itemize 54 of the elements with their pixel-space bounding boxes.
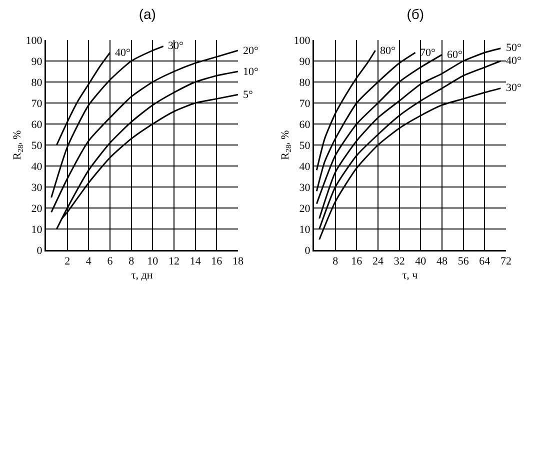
y-tick-label: 0 xyxy=(304,244,311,257)
x-tick-label: 56 xyxy=(458,256,470,268)
x-tick-label: 12 xyxy=(168,256,180,268)
y-tick-label: 40 xyxy=(299,160,311,173)
y-tick-label: 0 xyxy=(36,244,43,257)
series-label: 30° xyxy=(506,82,522,94)
x-tick-label: 18 xyxy=(232,256,244,268)
y-tick-label: 70 xyxy=(31,98,43,110)
chart-title: (б) xyxy=(406,6,424,22)
x-tick-label: 16 xyxy=(211,256,223,268)
x-tick-label: 40 xyxy=(415,256,427,268)
series-label: 80° xyxy=(380,45,396,57)
y-tick-label: 100 xyxy=(294,34,311,47)
series-label: 20° xyxy=(243,45,258,57)
series-label: 40° xyxy=(115,47,130,59)
y-tick-label: 90 xyxy=(299,56,311,68)
y-tick-label: 20 xyxy=(31,202,43,215)
x-tick-label: 8 xyxy=(332,256,339,268)
x-tick-label: 14 xyxy=(190,256,202,268)
x-tick-label: 16 xyxy=(351,256,363,268)
series-label: 5° xyxy=(243,89,253,101)
y-tick-label: 80 xyxy=(31,76,43,89)
y-tick-label: 40 xyxy=(31,160,43,173)
y-tick-label: 100 xyxy=(26,34,43,47)
y-tick-label: 50 xyxy=(31,140,43,152)
x-tick-label: 32 xyxy=(394,256,405,268)
y-tick-label: 50 xyxy=(299,140,311,152)
series-label: 10° xyxy=(243,66,258,78)
x-axis-title: τ, дн xyxy=(131,270,153,282)
y-tick-label: 10 xyxy=(31,224,43,236)
x-tick-label: 2 xyxy=(64,256,70,268)
series-label: 70° xyxy=(420,47,436,59)
y-tick-label: 30 xyxy=(31,182,43,194)
chart-title: (а) xyxy=(138,6,156,22)
series-label: 40° xyxy=(506,55,522,67)
x-tick-label: 8 xyxy=(128,256,135,268)
x-axis-title: τ, ч xyxy=(402,270,418,282)
y-tick-label: 60 xyxy=(299,118,311,131)
series-label: 60° xyxy=(447,49,462,61)
y-tick-label: 80 xyxy=(299,76,311,89)
y-tick-label: 10 xyxy=(299,224,311,236)
series-label: 50° xyxy=(506,42,522,54)
y-tick-label: 90 xyxy=(31,56,43,68)
x-tick-label: 64 xyxy=(479,256,491,268)
x-tick-label: 48 xyxy=(436,256,448,268)
x-tick-label: 72 xyxy=(500,256,512,268)
y-tick-label: 60 xyxy=(31,118,43,131)
y-tick-label: 70 xyxy=(299,98,311,110)
x-tick-label: 24 xyxy=(372,256,384,268)
y-tick-label: 20 xyxy=(299,202,311,215)
x-tick-label: 4 xyxy=(86,256,92,268)
y-tick-label: 30 xyxy=(299,182,311,194)
x-tick-label: 6 xyxy=(107,256,114,268)
x-tick-label: 10 xyxy=(147,256,159,268)
